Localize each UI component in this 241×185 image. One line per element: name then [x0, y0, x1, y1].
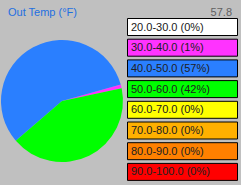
svg-text:50.0-60.0 (42%): 50.0-60.0 (42%) [131, 83, 210, 95]
svg-text:80.0-90.0 (0%): 80.0-90.0 (0%) [131, 145, 204, 157]
svg-text:70.0-80.0 (0%): 70.0-80.0 (0%) [131, 124, 204, 136]
svg-text:57.8: 57.8 [211, 6, 232, 18]
svg-text:30.0-40.0 (1%): 30.0-40.0 (1%) [131, 41, 204, 53]
svg-text:Out Temp (°F): Out Temp (°F) [8, 6, 77, 18]
svg-text:90.0-100.0 (0%): 90.0-100.0 (0%) [131, 165, 210, 177]
svg-text:60.0-70.0 (0%): 60.0-70.0 (0%) [131, 103, 204, 115]
svg-text:40.0-50.0 (57%): 40.0-50.0 (57%) [131, 62, 210, 74]
svg-text:20.0-30.0 (0%): 20.0-30.0 (0%) [131, 21, 204, 33]
